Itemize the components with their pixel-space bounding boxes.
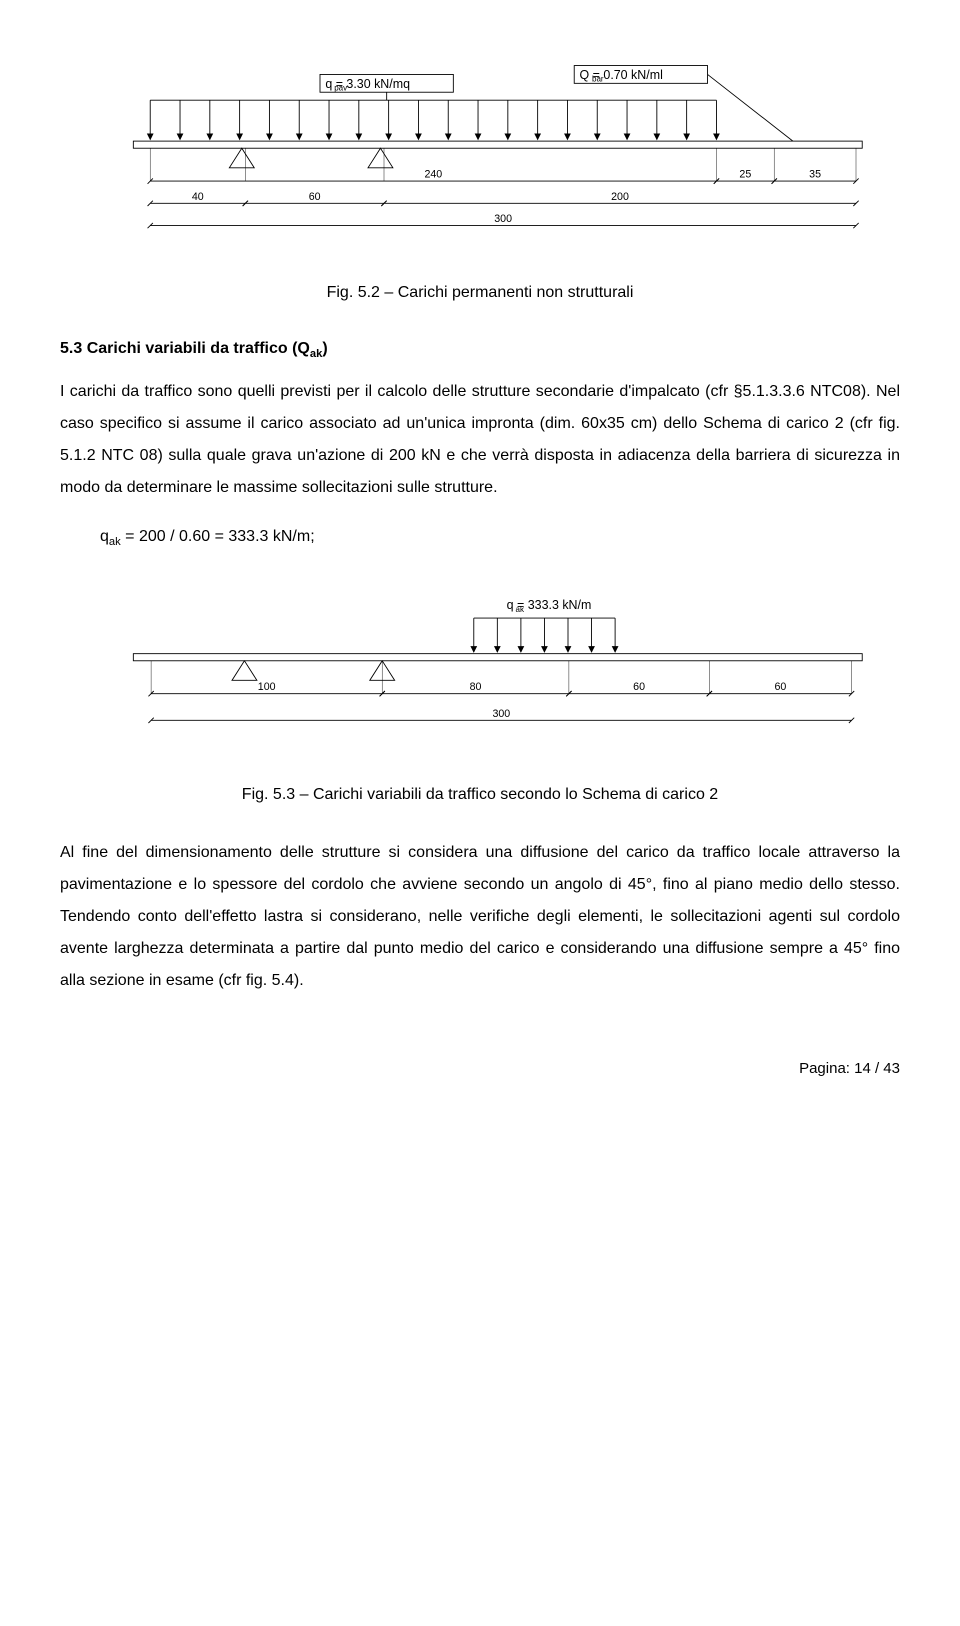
svg-text:60: 60 [633, 681, 645, 693]
figure-5-3: q = 333.3 kN/mak100806060300 [60, 582, 900, 752]
figure-5-2: q = 3.30 kN/mqpavQ = 0.70 kN/mlbar240253… [60, 50, 900, 250]
qak-equation: qak = 200 / 0.60 = 333.3 kN/m; [100, 524, 900, 552]
svg-text:60: 60 [309, 191, 321, 203]
svg-text:300: 300 [494, 213, 512, 225]
svg-text:25: 25 [739, 169, 751, 181]
svg-text:200: 200 [611, 191, 629, 203]
paragraph-1: I carichi da traffico sono quelli previs… [60, 376, 900, 504]
svg-text:60: 60 [775, 681, 787, 693]
svg-text:bar: bar [592, 75, 604, 84]
svg-text:pav: pav [334, 83, 347, 92]
svg-text:240: 240 [424, 169, 442, 181]
section-heading: 5.3 Carichi variabili da traffico (Qak) [60, 336, 900, 364]
paragraph-2: Al fine del dimensionamento delle strutt… [60, 837, 900, 997]
figure-5-2-caption: Fig. 5.2 – Carichi permanenti non strutt… [60, 280, 900, 306]
page-footer: Pagina: 14 / 43 [60, 1057, 900, 1081]
figure-5-3-caption: Fig. 5.3 – Carichi variabili da traffico… [60, 782, 900, 808]
svg-text:100: 100 [258, 681, 276, 693]
svg-text:80: 80 [470, 681, 482, 693]
svg-text:35: 35 [809, 169, 821, 181]
svg-text:300: 300 [492, 708, 510, 720]
svg-text:40: 40 [192, 191, 204, 203]
svg-text:ak: ak [516, 605, 525, 614]
